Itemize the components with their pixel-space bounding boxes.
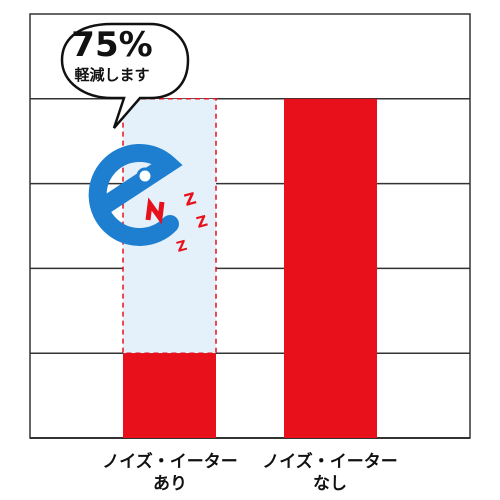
icon-red-n	[145, 197, 165, 225]
bar-1	[284, 98, 377, 439]
callout-bubble	[60, 22, 190, 129]
icon-z-0: Z	[182, 189, 198, 210]
category-label-with: ノイズ・イーター あり	[90, 451, 250, 495]
icon-e-shape	[88, 143, 183, 246]
icon-eye	[136, 167, 154, 185]
icon-z-2: Z	[175, 238, 189, 256]
bar-0	[123, 353, 216, 438]
noise-eater-icon: ZZZ	[88, 143, 210, 256]
bars	[122, 98, 377, 439]
category-label-without-line1: ノイズ・イーター	[262, 452, 398, 472]
icon-z-1: Z	[194, 212, 209, 232]
category-label-with-line2: あり	[153, 474, 187, 494]
reduction-text: 軽減します	[74, 66, 150, 84]
callout-shape	[60, 22, 190, 129]
category-label-without-line2: なし	[313, 474, 347, 494]
category-label-with-line1: ノイズ・イーター	[102, 452, 238, 472]
reduction-percent: 75%	[71, 25, 153, 65]
grid-lines	[29, 13, 471, 439]
category-label-without: ノイズ・イーター なし	[250, 451, 410, 495]
